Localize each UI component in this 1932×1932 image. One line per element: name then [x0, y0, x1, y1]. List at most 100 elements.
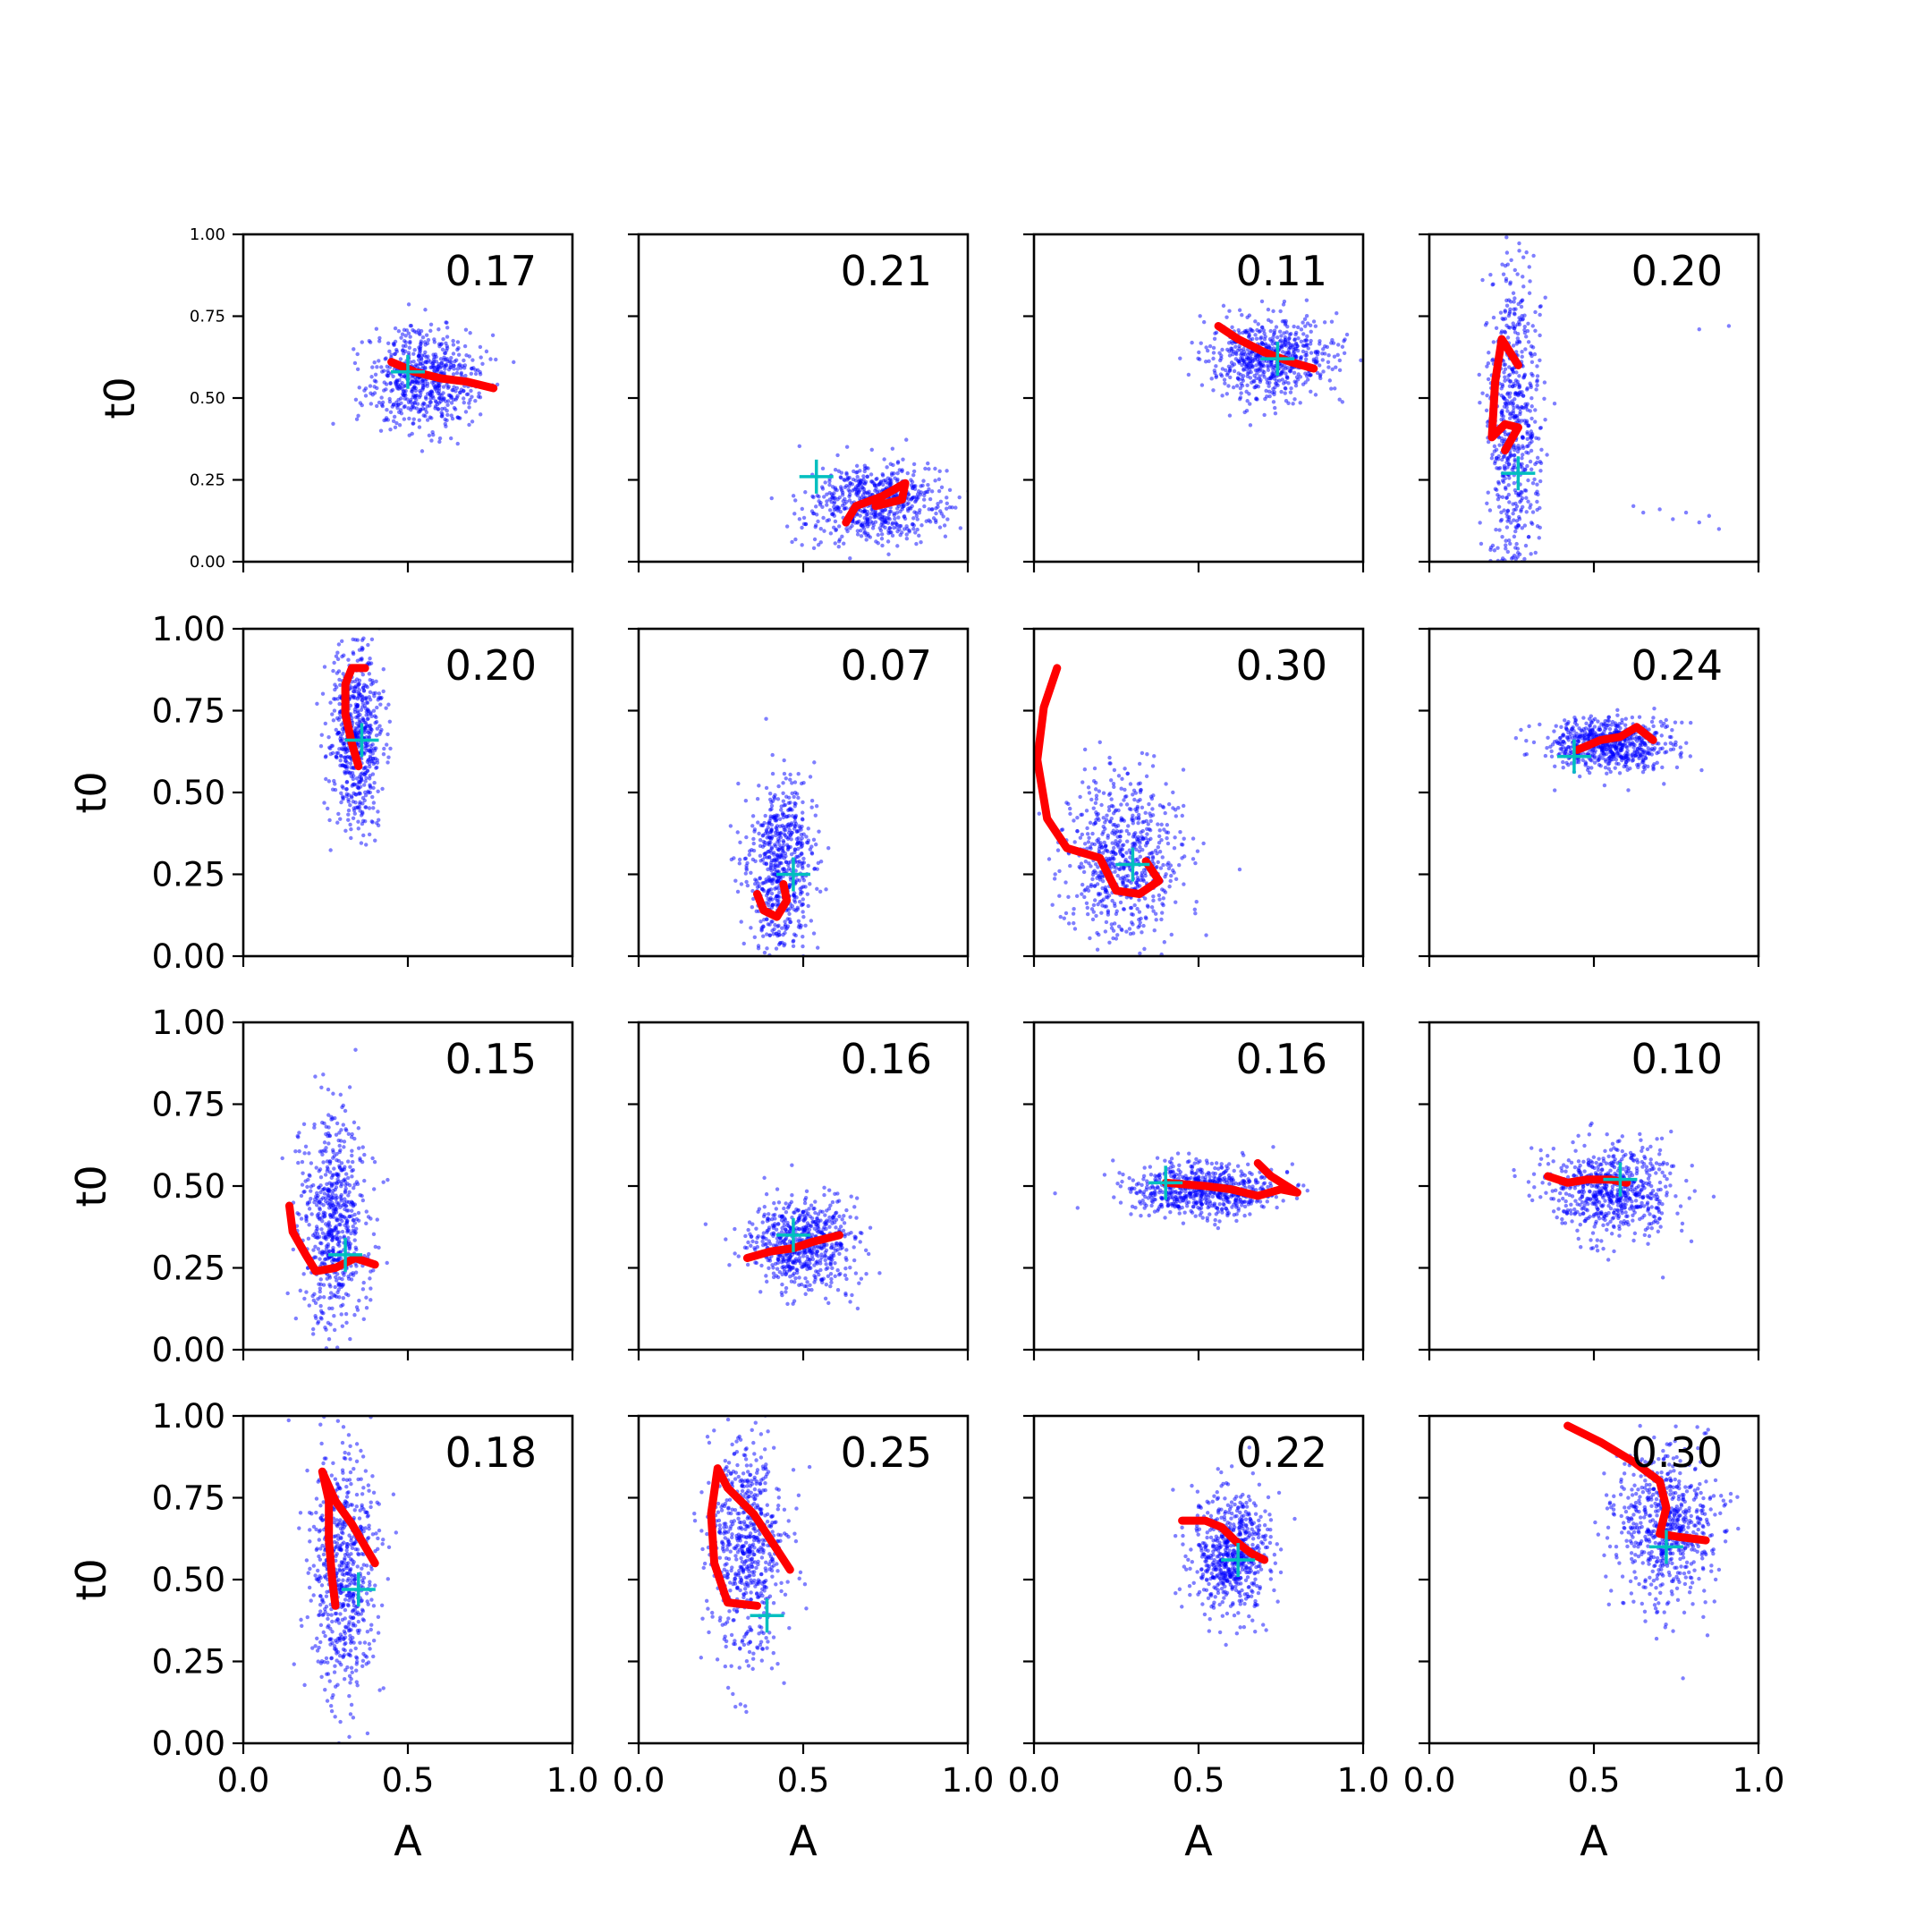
y-tick-label: 0.75 [152, 692, 225, 731]
sample-point [1142, 946, 1147, 952]
sample-point [1196, 356, 1200, 361]
sample-point [1071, 911, 1076, 916]
sample-point [1284, 371, 1288, 376]
sample-point [1286, 381, 1291, 386]
sample-point [419, 449, 425, 453]
sample-point [1507, 594, 1511, 597]
sample-point [1258, 328, 1263, 334]
sample-point [356, 779, 361, 784]
sample-point [921, 479, 926, 483]
sample-point [1517, 249, 1521, 253]
sample-point [423, 350, 428, 354]
sample-point [1101, 816, 1106, 820]
sample-point [1137, 898, 1141, 902]
sample-point [1155, 851, 1159, 856]
sample-point [388, 746, 393, 751]
sample-point [826, 518, 832, 522]
sample-point [449, 413, 453, 418]
sample-point [927, 467, 931, 471]
sample-point [1279, 389, 1284, 394]
sample-point [801, 856, 806, 861]
sample-point [384, 416, 389, 420]
sample-point [1214, 375, 1218, 380]
sample-point [875, 476, 879, 481]
sample-point [1673, 720, 1678, 724]
sample-point [862, 489, 867, 494]
sample-point [1503, 329, 1507, 335]
sample-point [409, 400, 413, 404]
sample-point [1504, 543, 1508, 547]
sample-point [400, 348, 405, 353]
sample-point [1529, 467, 1534, 471]
sample-point [1246, 352, 1250, 357]
sample-point [739, 919, 743, 924]
sample-point [1674, 740, 1678, 744]
sample-point [1486, 490, 1490, 495]
sample-point [1119, 802, 1123, 807]
sample-point [784, 524, 790, 529]
sample-point [1283, 386, 1288, 391]
sample-point [380, 786, 385, 792]
sample-point [1146, 904, 1150, 909]
sample-point [1500, 495, 1505, 500]
sample-point [1198, 314, 1202, 318]
sample-point [887, 526, 893, 530]
sample-point [1222, 377, 1227, 382]
sample-point [1186, 372, 1191, 377]
sample-point [1496, 504, 1502, 509]
sample-point [1095, 876, 1099, 880]
sample-point [1309, 389, 1313, 394]
sample-point [796, 829, 801, 834]
sample-point [1285, 365, 1290, 370]
sample-point [445, 408, 449, 413]
sample-point [1131, 922, 1135, 927]
sample-point [1513, 330, 1518, 335]
sample-point [1292, 337, 1297, 343]
sample-point [1499, 386, 1504, 391]
sample-point [1080, 832, 1085, 837]
sample-point [805, 892, 810, 896]
sample-point [835, 453, 840, 458]
sample-point [1199, 341, 1203, 345]
sample-point [1292, 370, 1297, 375]
sample-point [1136, 812, 1141, 818]
sample-point [380, 403, 385, 409]
sample-point [1504, 496, 1509, 500]
sample-point [1602, 783, 1607, 788]
sample-point [1605, 771, 1609, 776]
sample-point [762, 950, 767, 955]
sample-point [791, 944, 796, 949]
sample-point [1135, 857, 1140, 861]
sample-point [377, 359, 381, 363]
sample-point [890, 521, 895, 525]
sample-point [1098, 869, 1103, 875]
sample-point [357, 678, 362, 683]
sample-point [922, 493, 927, 498]
sample-point [386, 755, 391, 759]
sample-point [793, 537, 798, 542]
sample-point [761, 934, 766, 938]
sample-point [784, 794, 789, 799]
sample-point [1494, 610, 1497, 614]
sample-point [1094, 913, 1098, 919]
sample-point [1242, 328, 1248, 334]
sample-point [469, 371, 474, 376]
sample-point [1077, 864, 1081, 869]
sample-point [1539, 447, 1544, 453]
sample-point [1165, 823, 1170, 827]
sample-point [1208, 343, 1213, 349]
sample-point [361, 833, 366, 838]
sample-point [410, 431, 414, 436]
sample-point [453, 397, 458, 402]
sample-point [915, 527, 919, 532]
sample-point [1513, 416, 1517, 420]
sample-point [1664, 717, 1668, 723]
sample-point [1496, 691, 1500, 694]
sample-point [1110, 841, 1114, 845]
sample-point [346, 657, 351, 662]
sample-point [783, 833, 787, 838]
sample-point [864, 466, 869, 470]
sample-point [346, 799, 351, 804]
sample-point [417, 425, 422, 429]
sample-point [1609, 723, 1614, 727]
